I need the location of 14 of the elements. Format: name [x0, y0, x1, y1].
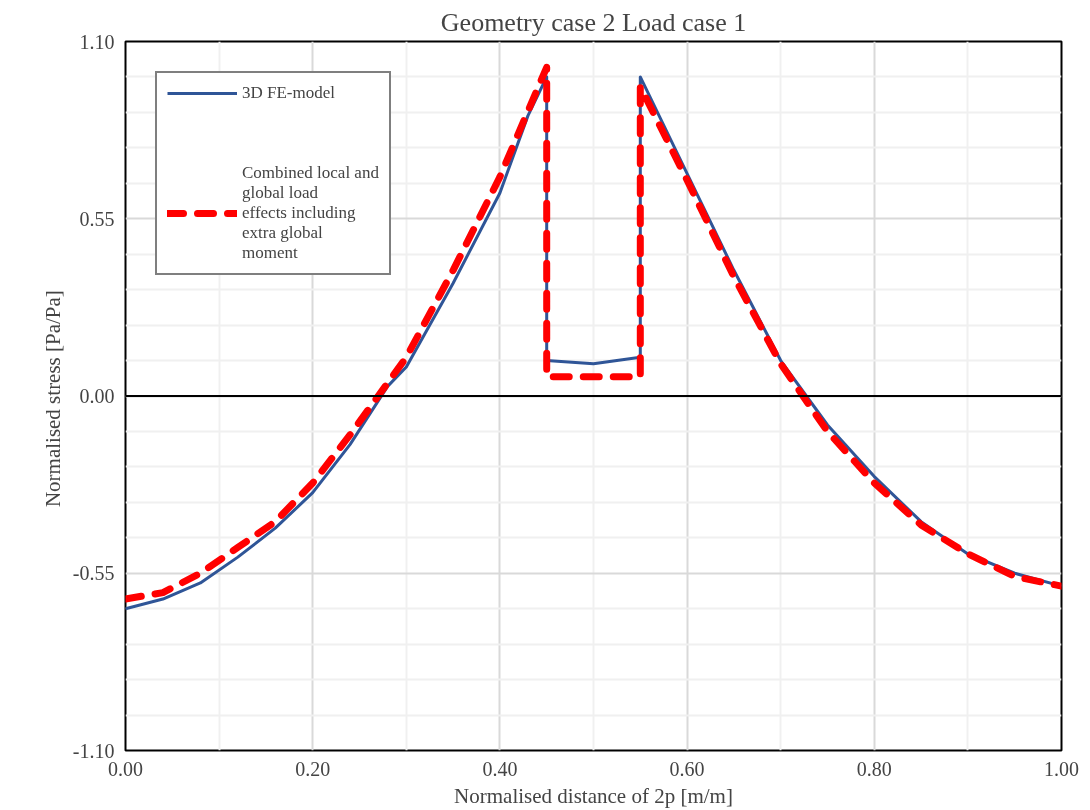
chart-title: Geometry case 2 Load case 1: [440, 7, 747, 37]
x-tick-label: 0.40: [482, 757, 518, 780]
x-tick-label: 0.20: [295, 757, 331, 780]
y-tick-label: 1.10: [79, 30, 115, 53]
legend-label: Combined local and global load effects including extra global moment: [242, 163, 379, 263]
y-tick-label: 0.00: [79, 385, 115, 407]
y-axis-title: Normalised stress [Pa/Pa]: [40, 290, 65, 508]
x-axis-title: Normalised distance of 2p [m/m]: [454, 783, 733, 808]
x-tick-label: 0.60: [669, 757, 705, 780]
y-tick-label: 0.55: [79, 207, 115, 230]
y-tick-label: -0.55: [72, 562, 115, 585]
x-tick-label: 1.00: [1044, 757, 1079, 780]
x-tick-label: 0.80: [856, 757, 892, 780]
legend-label: 3D FE-model: [242, 83, 336, 103]
